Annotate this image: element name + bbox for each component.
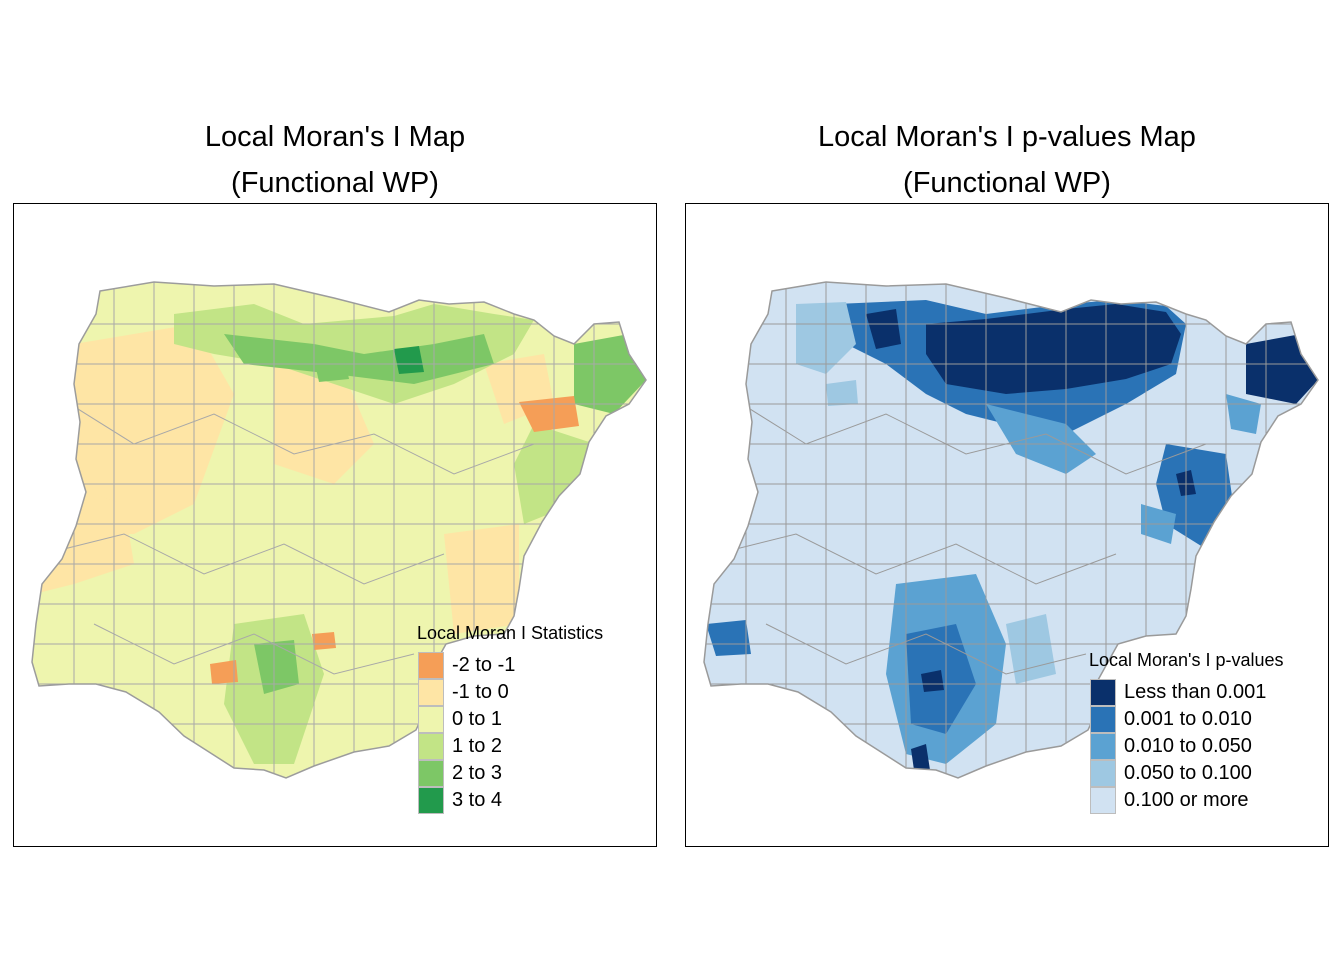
- map2-legend-title: Local Moran's I p-values: [1089, 650, 1284, 670]
- map1-region-north-cluster: [224, 334, 494, 384]
- legend-label: 0.001 to 0.010: [1124, 708, 1252, 730]
- map1-legend-item: 3 to 4: [418, 787, 603, 814]
- map1-region-coldspot-s: [312, 632, 336, 650]
- map2-title: Local Moran's I p-values Map (Functional…: [685, 114, 1329, 206]
- legend-label: 3 to 4: [452, 789, 503, 811]
- legend-label: 0.050 to 0.100: [1124, 762, 1252, 784]
- map1-panel: Local Moran I Statistics -2 to -1 -1 to …: [13, 203, 657, 847]
- map1-region-east: [444, 524, 519, 634]
- map1-legend: Local Moran I Statistics -2 to -1 -1 to …: [417, 623, 603, 814]
- legend-swatch: [418, 652, 444, 679]
- legend-label: Less than 0.001: [1124, 681, 1267, 703]
- legend-swatch: [418, 760, 444, 787]
- legend-swatch: [1090, 679, 1116, 706]
- map2-region-south-coast-hotspot: [911, 744, 930, 770]
- legend-label: 0.100 or more: [1124, 789, 1249, 811]
- map1-region-north-cluster-b: [314, 354, 349, 382]
- map1-title-line1: Local Moran's I Map: [204, 121, 466, 153]
- map1-legend-item: -2 to -1: [418, 652, 603, 679]
- legend-swatch: [1090, 706, 1116, 733]
- map1-region-coldspot-ne: [519, 396, 579, 432]
- legend-swatch: [1090, 760, 1116, 787]
- map1-legend-item: 0 to 1: [418, 706, 603, 733]
- map2-title-line1: Local Moran's I p-values Map: [818, 121, 1196, 153]
- map2-district-boundaries: [706, 282, 1318, 778]
- legend-label: 1 to 2: [452, 735, 503, 757]
- map2-legend-item: 0.100 or more: [1090, 787, 1284, 814]
- legend-swatch: [418, 679, 444, 706]
- map2-legend-item: 0.050 to 0.100: [1090, 760, 1284, 787]
- map2-title-line2: (Functional WP): [903, 167, 1111, 199]
- map1-legend-item: 1 to 2: [418, 733, 603, 760]
- legend-label: -2 to -1: [452, 654, 516, 676]
- legend-label: -1 to 0: [452, 681, 509, 703]
- map2-legend-item: 0.001 to 0.010: [1090, 706, 1284, 733]
- map2-region-misc-pale: [826, 380, 858, 406]
- map2-svg: [703, 281, 1319, 779]
- map1-legend-title: Local Moran I Statistics: [417, 623, 604, 643]
- map1-region-hotspot: [394, 346, 424, 374]
- map2-region-north-core: [926, 304, 1181, 394]
- map2-legend: Local Moran's I p-values Less than 0.001…: [1089, 650, 1284, 814]
- map2-region-south-hotspot: [921, 670, 944, 692]
- map1-region-south-cluster: [254, 640, 299, 694]
- map1-svg: [31, 281, 647, 779]
- map2-region-north-fringe: [986, 404, 1096, 474]
- map1-region-coldspot-sw: [210, 660, 238, 684]
- map2-legend-item: Less than 0.001: [1090, 679, 1284, 706]
- map2-region-north-west-core: [866, 309, 901, 349]
- map2-region-southwest: [706, 620, 751, 656]
- legend-swatch: [418, 787, 444, 814]
- map1-title: Local Moran's I Map (Functional WP): [13, 114, 657, 206]
- legend-label: 0 to 1: [452, 708, 503, 730]
- map2-panel: Local Moran's I p-values Less than 0.001…: [685, 203, 1329, 847]
- legend-swatch: [418, 706, 444, 733]
- legend-swatch: [418, 733, 444, 760]
- map1-title-line2: (Functional WP): [231, 167, 439, 199]
- legend-label: 0.010 to 0.050: [1124, 735, 1252, 757]
- legend-swatch: [1090, 787, 1116, 814]
- map2-legend-item: 0.010 to 0.050: [1090, 733, 1284, 760]
- map2-region-south-east-pale: [1006, 614, 1056, 684]
- map1-legend-item: -1 to 0: [418, 679, 603, 706]
- map1-region-far-northeast: [574, 334, 646, 414]
- map1-legend-item: 2 to 3: [418, 760, 603, 787]
- legend-swatch: [1090, 733, 1116, 760]
- legend-label: 2 to 3: [452, 762, 503, 784]
